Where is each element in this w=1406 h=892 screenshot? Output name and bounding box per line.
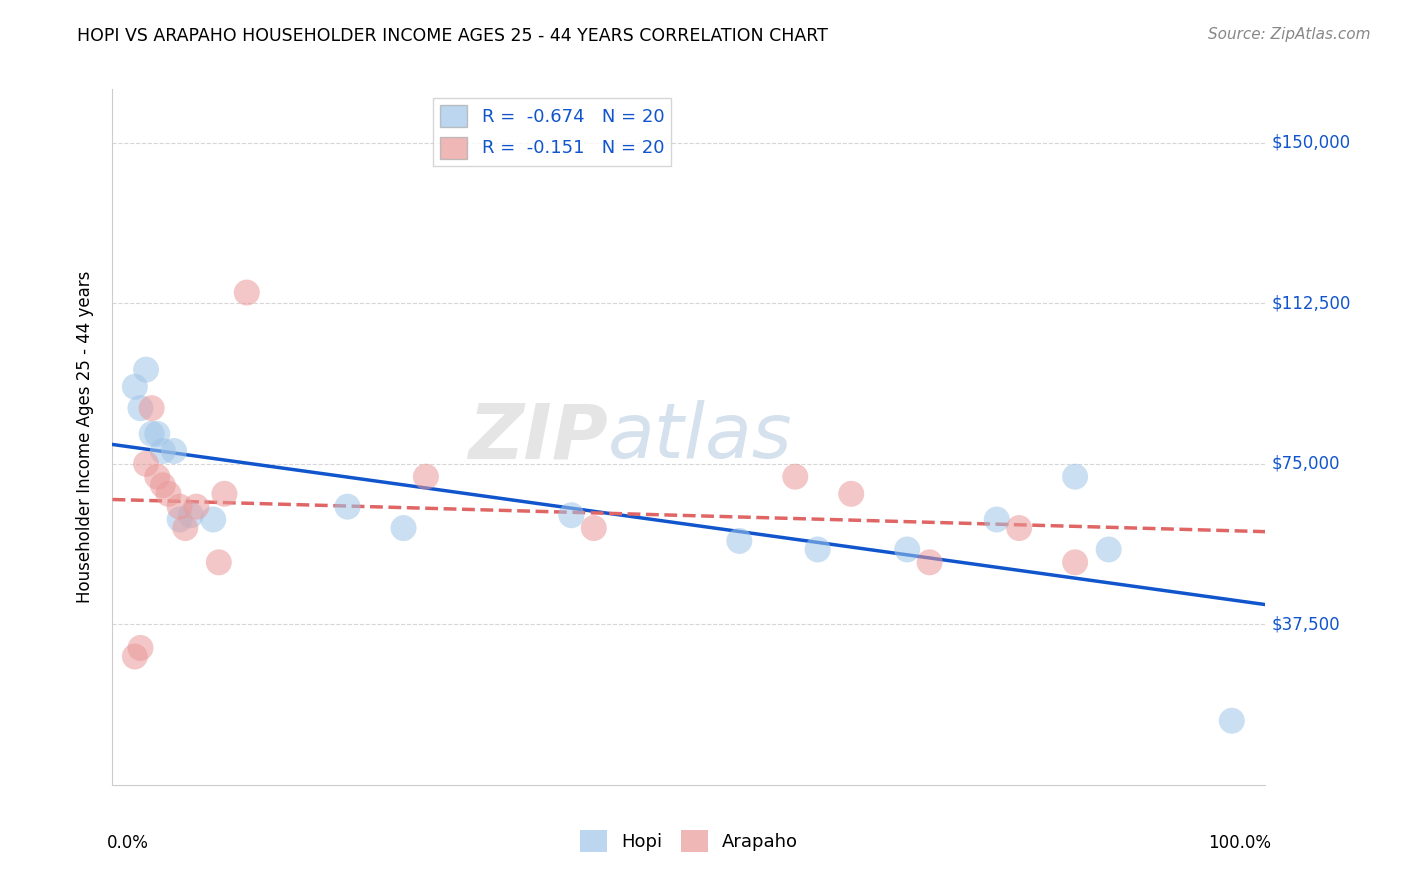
Point: [1064, 555, 1087, 569]
Point: [141, 401, 163, 416]
Text: 100.0%: 100.0%: [1208, 834, 1271, 852]
Point: [169, 512, 191, 526]
Point: [129, 401, 152, 416]
Point: [163, 444, 186, 458]
Point: [415, 469, 437, 483]
Point: [896, 542, 918, 557]
Y-axis label: Householder Income Ages 25 - 44 years: Householder Income Ages 25 - 44 years: [76, 271, 94, 603]
Point: [560, 508, 582, 523]
Point: [986, 512, 1008, 526]
Text: $37,500: $37,500: [1271, 615, 1340, 633]
Point: [124, 380, 146, 394]
Point: [785, 469, 807, 483]
Point: [186, 500, 208, 514]
Text: ZIP: ZIP: [468, 401, 609, 474]
Point: [124, 649, 146, 664]
Point: [1220, 714, 1243, 728]
Point: [202, 512, 225, 526]
Text: atlas: atlas: [609, 401, 793, 474]
Point: [146, 426, 169, 441]
Point: [169, 500, 191, 514]
Point: [135, 457, 157, 471]
Point: [1064, 469, 1087, 483]
Point: [214, 487, 236, 501]
Point: [839, 487, 862, 501]
Point: [807, 542, 830, 557]
Point: [918, 555, 941, 569]
Text: 0.0%: 0.0%: [107, 834, 149, 852]
Point: [152, 478, 174, 492]
Point: [336, 500, 359, 514]
Point: [582, 521, 605, 535]
Text: Source: ZipAtlas.com: Source: ZipAtlas.com: [1208, 27, 1371, 42]
Legend: Hopi, Arapaho: Hopi, Arapaho: [572, 823, 806, 859]
Text: $75,000: $75,000: [1271, 455, 1340, 473]
Point: [174, 521, 197, 535]
Point: [129, 640, 152, 655]
Point: [392, 521, 415, 535]
Point: [157, 487, 180, 501]
Point: [1008, 521, 1031, 535]
Point: [135, 362, 157, 376]
Point: [1098, 542, 1121, 557]
Point: [141, 426, 163, 441]
Point: [208, 555, 231, 569]
Text: HOPI VS ARAPAHO HOUSEHOLDER INCOME AGES 25 - 44 YEARS CORRELATION CHART: HOPI VS ARAPAHO HOUSEHOLDER INCOME AGES …: [77, 27, 828, 45]
Text: $150,000: $150,000: [1271, 134, 1350, 152]
Point: [728, 533, 751, 548]
Text: $112,500: $112,500: [1271, 294, 1351, 312]
Point: [146, 469, 169, 483]
Point: [236, 285, 259, 300]
Point: [180, 508, 202, 523]
Point: [152, 444, 174, 458]
